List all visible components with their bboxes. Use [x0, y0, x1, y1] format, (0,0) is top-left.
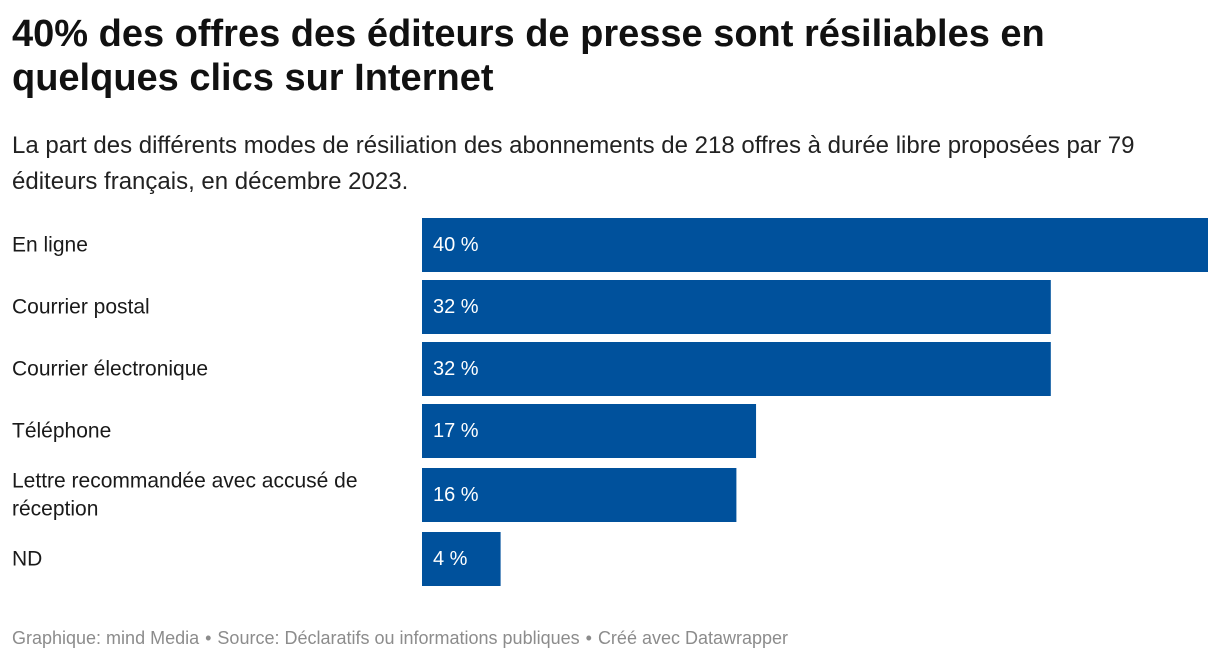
category-label: En ligne: [12, 234, 88, 257]
category-label-line: Courrier électronique: [12, 358, 208, 381]
chart-title: 40% des offres des éditeurs de presse so…: [12, 13, 1045, 99]
category-label-line: ND: [12, 548, 42, 571]
bar-value-label: 17 %: [433, 420, 479, 442]
category-label: ND: [12, 548, 42, 571]
category-label: Lettre recommandée avec accusé de récepti…: [12, 470, 358, 521]
bar-value-label: 40 %: [433, 234, 479, 256]
category-label: Courrier électronique: [12, 358, 208, 381]
category-label-line: Téléphone: [12, 420, 111, 443]
category-label: Téléphone: [12, 420, 111, 443]
bar-value-label: 32 %: [433, 358, 479, 380]
category-label-line: réception: [12, 498, 98, 521]
bar: [422, 532, 501, 586]
category-label-line: En ligne: [12, 234, 88, 257]
footer-separator: •: [205, 628, 212, 648]
bar: [422, 468, 737, 522]
chart-footer: Graphique: mind Media • Source: Déclaratif…: [12, 626, 788, 650]
chart-subtitle: La part des différents modes de résiliat…: [12, 132, 1135, 195]
bar-value-label: 32 %: [433, 296, 479, 318]
category-label-line: Lettre recommandée avec accusé de: [12, 470, 358, 493]
bar: [422, 404, 757, 458]
bar: [422, 342, 1051, 396]
footer-graphic-credit: Graphique: mind Media: [12, 628, 200, 648]
bar: [422, 280, 1051, 334]
bar: [422, 218, 1208, 272]
bar-value-label: 4 %: [433, 548, 468, 570]
footer-source: Source: Déclaratifs ou informations publ…: [217, 628, 580, 648]
footer-separator: •: [585, 628, 592, 648]
footer-created-with: Créé avec Datawrapper: [597, 628, 789, 648]
category-label-line: Courrier postal: [12, 296, 150, 319]
bar-value-label: 16 %: [433, 484, 479, 506]
category-label: Courrier postal: [12, 296, 150, 319]
